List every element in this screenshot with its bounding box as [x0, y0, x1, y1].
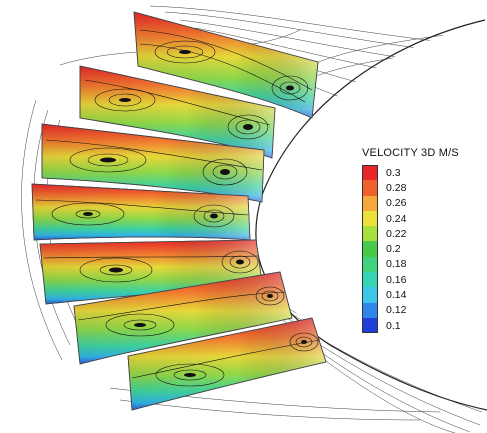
legend-label: 0.26	[386, 197, 407, 210]
legend-swatch	[362, 272, 378, 288]
legend-swatch	[362, 256, 378, 273]
legend-title: VELOCITY 3D M/S	[362, 147, 459, 159]
legend-scale: 0.3 0.28 0.26 0.24 0.22 0.2 0.18 0.16 0.14 0.12 0.…	[362, 165, 480, 334]
legend-swatch	[362, 180, 378, 196]
panel-1	[133, 11, 319, 119]
legend-entry: 0.26	[362, 195, 480, 211]
legend-swatch	[362, 287, 378, 303]
legend-entry: 0.22	[362, 226, 480, 242]
legend-swatch	[362, 302, 378, 318]
legend-swatch	[362, 241, 378, 257]
panel-streamlines	[35, 29, 321, 387]
legend-entry: 0.2	[362, 241, 480, 257]
color-legend: VELOCITY 3D M/S 0.3 0.28 0.26 0.24 0.22 0.2 0.…	[362, 147, 480, 334]
legend-label: 0.3	[386, 166, 401, 179]
legend-entry: 0.14	[362, 287, 480, 303]
legend-entry: 0.12	[362, 302, 480, 318]
legend-label: 0.2	[386, 243, 401, 256]
legend-label: 0.24	[386, 212, 407, 225]
legend-label: 0.12	[386, 304, 407, 317]
legend-entry: 0.28	[362, 180, 480, 196]
legend-label: 0.16	[386, 273, 407, 286]
legend-entry: 0.16	[362, 272, 480, 288]
panel-7	[127, 317, 327, 411]
legend-entry: 0.1	[362, 317, 480, 334]
legend-swatch	[362, 226, 378, 242]
legend-label: 0.18	[386, 258, 407, 271]
legend-entry: 0.24	[362, 210, 480, 227]
vortex-cores	[83, 50, 307, 377]
legend-label: 0.14	[386, 289, 407, 302]
legend-label: 0.22	[386, 227, 407, 240]
legend-label: 0.28	[386, 181, 407, 194]
legend-swatch	[362, 165, 378, 181]
legend-swatch	[362, 210, 378, 227]
legend-swatch	[362, 195, 378, 211]
panel-3	[41, 123, 265, 203]
section-panels	[31, 11, 327, 411]
legend-entry: 0.3	[362, 165, 480, 181]
legend-swatch	[362, 317, 378, 334]
legend-label: 0.1	[386, 319, 401, 332]
legend-entry: 0.18	[362, 256, 480, 273]
panel-4	[31, 183, 251, 241]
panel-6	[73, 271, 293, 365]
